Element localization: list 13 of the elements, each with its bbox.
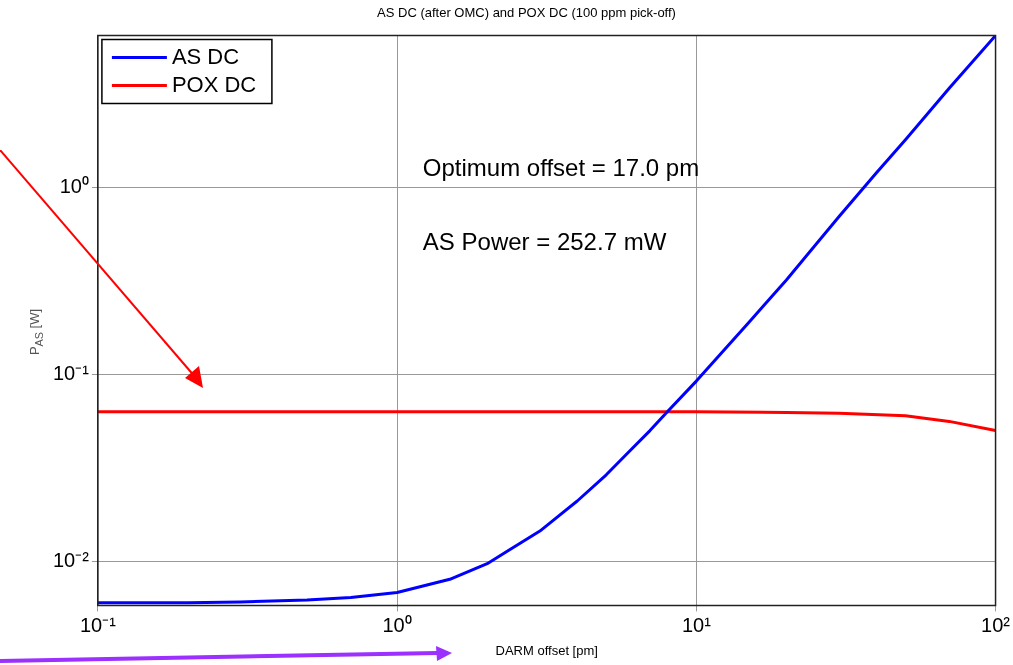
y-tick-label: 10⁻²: [53, 548, 90, 571]
x-tick-label: 10²: [981, 613, 1011, 636]
x-tick-label: 10¹: [681, 613, 712, 636]
y-tick-label: 10⁻¹: [53, 361, 90, 384]
x-tick-label: 10⁻¹: [79, 613, 117, 636]
x-tick-label: 10⁰: [382, 613, 412, 636]
legend-label: AS DC: [171, 43, 240, 69]
chart-title: AS DC (after OMC) and POX DC (100 ppm pick-off): [377, 5, 676, 21]
legend-label: POX DC: [171, 71, 257, 97]
annotation: Optimum offset = 17.0 pm: [422, 154, 700, 182]
y-tick-label: 10⁰: [59, 175, 89, 198]
x-axis-title: DARM offset [pm]: [495, 642, 598, 658]
annotation: AS Power = 252.7 mW: [422, 228, 667, 256]
